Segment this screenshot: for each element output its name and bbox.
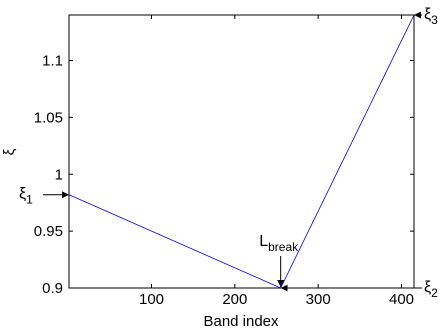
- y-tick-label: 1.1: [42, 53, 63, 70]
- annotation-xi3-sub: 3: [431, 13, 438, 27]
- annotation-xi2-sub: 2: [431, 286, 438, 300]
- y-axis-label: ξ: [1, 148, 18, 155]
- x-tick-label: 300: [306, 291, 331, 308]
- annotation-xi1: ξ1: [19, 186, 33, 207]
- y-tick-label: 0.9: [42, 280, 63, 297]
- x-tick-label: 200: [222, 291, 247, 308]
- annotation-xi3: ξ3: [424, 6, 438, 27]
- series-line: [68, 14, 415, 289]
- annotation-xi2: ξ2: [424, 279, 438, 300]
- x-axis-label: Band index: [203, 313, 279, 330]
- annotation-xi1-base: ξ: [19, 186, 26, 203]
- x-tick-label: 400: [389, 291, 414, 308]
- annotation-xi1-sub: 1: [26, 193, 33, 207]
- y-tick-label: 0.95: [34, 223, 63, 240]
- y-tick-label: 1.05: [34, 109, 63, 126]
- annotation-lbreak-base: L: [259, 233, 268, 250]
- plot-area: [68, 14, 415, 289]
- series-group: [68, 14, 415, 289]
- y-axis: 0.9 0.95 1 1.05 1.1: [34, 53, 414, 297]
- annotation-xi2-base: ξ: [424, 279, 431, 296]
- x-axis: 100 200 300 400: [139, 15, 414, 308]
- annotation-xi3-base: ξ: [424, 6, 431, 23]
- y-tick-label: 1: [55, 166, 63, 183]
- annotation-lbreak: Lbreak: [259, 233, 299, 254]
- x-tick-label: 100: [139, 291, 164, 308]
- annotation-lbreak-sub: break: [268, 240, 299, 254]
